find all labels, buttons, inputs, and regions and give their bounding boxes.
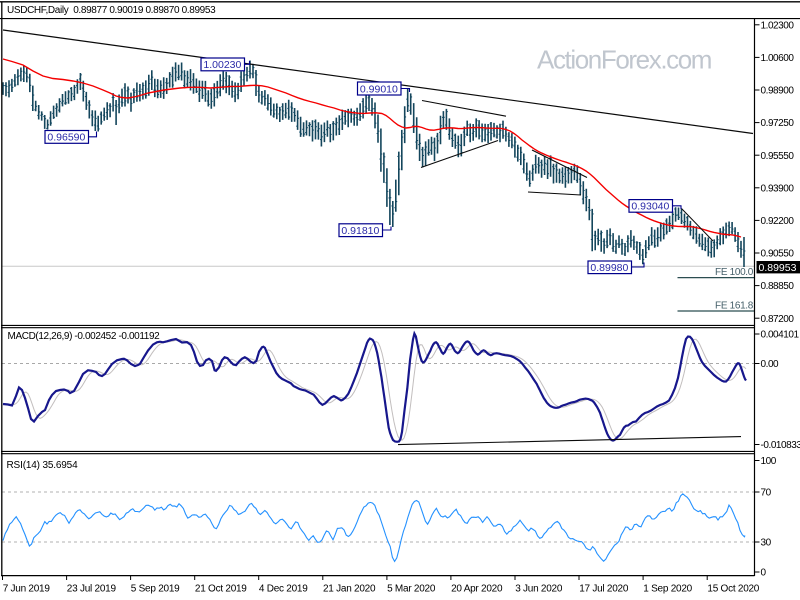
svg-text:21 Oct 2019: 21 Oct 2019	[195, 583, 247, 594]
svg-text:0.99010: 0.99010	[360, 83, 398, 95]
svg-text:15 Oct 2020: 15 Oct 2020	[707, 583, 759, 594]
svg-text:0.92200: 0.92200	[761, 216, 795, 227]
svg-text:70: 70	[761, 488, 772, 499]
svg-text:1.02300: 1.02300	[761, 20, 795, 31]
svg-text:1 Sep 2020: 1 Sep 2020	[643, 583, 692, 594]
svg-text:3 Jun 2020: 3 Jun 2020	[515, 583, 563, 594]
svg-text:ActionForex.com: ActionForex.com	[537, 45, 711, 75]
svg-text:USDCHF,Daily 0.89877 0.90019: USDCHF,Daily 0.89877 0.90019 0.89870 0.8…	[7, 5, 216, 16]
svg-text:-0.010833: -0.010833	[761, 440, 800, 451]
svg-text:21 Jan 2020: 21 Jan 2020	[323, 583, 376, 594]
svg-text:0.96590: 0.96590	[47, 132, 85, 144]
svg-text:0.88850: 0.88850	[761, 281, 795, 292]
svg-text:100: 100	[761, 456, 777, 467]
svg-text:0.87200: 0.87200	[761, 314, 795, 325]
svg-text:5 Sep 2019: 5 Sep 2019	[131, 583, 180, 594]
svg-text:0.004101: 0.004101	[761, 330, 800, 341]
svg-text:20 Apr 2020: 20 Apr 2020	[451, 583, 503, 594]
svg-text:0.90550: 0.90550	[761, 249, 795, 260]
svg-text:4 Dec 2019: 4 Dec 2019	[259, 583, 308, 594]
svg-text:1.00230: 1.00230	[203, 59, 241, 71]
svg-text:0.00: 0.00	[761, 359, 780, 370]
svg-text:0.89980: 0.89980	[590, 262, 628, 274]
svg-text:0.95550: 0.95550	[761, 151, 795, 162]
svg-text:FE 100.0: FE 100.0	[715, 267, 754, 278]
svg-text:0.93040: 0.93040	[631, 201, 669, 213]
svg-text:0.91810: 0.91810	[341, 225, 379, 237]
svg-text:30: 30	[761, 538, 772, 549]
svg-text:7 Jun 2019: 7 Jun 2019	[3, 583, 51, 594]
svg-text:23 Jul 2019: 23 Jul 2019	[67, 583, 117, 594]
svg-text:5 Mar 2020: 5 Mar 2020	[387, 583, 436, 594]
svg-text:0: 0	[761, 568, 767, 579]
svg-text:17 Jul 2020: 17 Jul 2020	[579, 583, 629, 594]
svg-text:0.97250: 0.97250	[761, 118, 795, 129]
svg-text:MACD(12,26,9) -0.002452 -0.001: MACD(12,26,9) -0.002452 -0.001192	[8, 331, 161, 342]
svg-text:0.89953: 0.89953	[759, 262, 797, 274]
svg-text:FE 161.8: FE 161.8	[715, 301, 754, 312]
svg-text:0.98900: 0.98900	[761, 86, 795, 97]
svg-text:0.93900: 0.93900	[761, 183, 795, 194]
svg-text:1.00600: 1.00600	[761, 53, 795, 64]
svg-text:RSI(14) 35.6954: RSI(14) 35.6954	[7, 460, 79, 471]
